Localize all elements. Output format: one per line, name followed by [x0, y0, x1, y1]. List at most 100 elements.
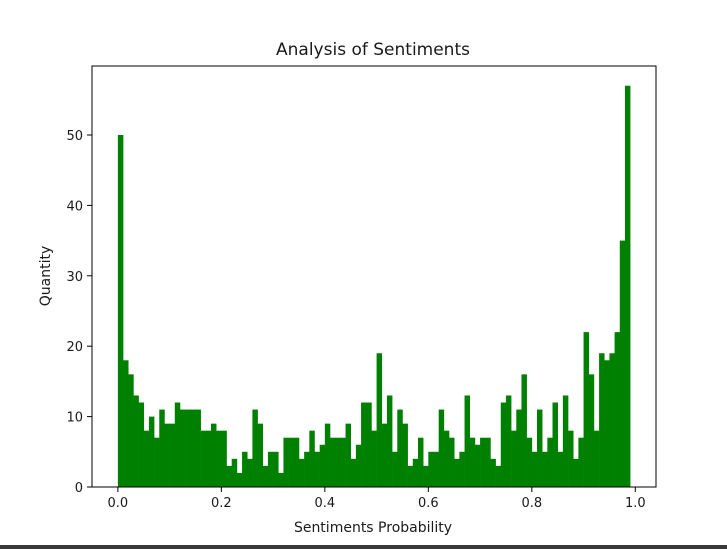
- histogram-bar: [298, 458, 305, 487]
- histogram-bar: [169, 423, 176, 487]
- histogram-bar: [412, 458, 419, 487]
- histogram-bar: [164, 423, 170, 487]
- histogram-bar: [371, 430, 377, 487]
- histogram-bar: [578, 437, 584, 487]
- x-tick-label: 0.8: [521, 496, 542, 511]
- histogram-bar: [273, 451, 279, 487]
- plot-frame: [91, 65, 657, 488]
- histogram-bar: [242, 451, 248, 487]
- histogram-bar: [304, 451, 310, 487]
- histogram-bar: [350, 458, 357, 487]
- histogram-bar: [128, 374, 134, 487]
- histogram-bar: [345, 423, 352, 487]
- x-tick-label: 0.2: [211, 496, 232, 511]
- histogram-bar: [562, 395, 569, 487]
- histogram-bar: [148, 416, 155, 487]
- histogram-bar: [330, 437, 336, 487]
- histogram-bar: [361, 402, 367, 487]
- histogram-bar: [521, 374, 527, 487]
- chart-title: Analysis of Sentiments: [276, 40, 470, 60]
- histogram-bar: [490, 458, 496, 487]
- histogram-bar: [205, 430, 212, 487]
- histogram-bar: [278, 472, 284, 487]
- histogram-bar: [190, 409, 196, 487]
- histogram-bar: [288, 437, 295, 487]
- histogram-bar: [588, 374, 595, 487]
- histogram-bar: [568, 430, 574, 487]
- histogram-bar: [200, 430, 207, 487]
- histogram-bar: [335, 437, 341, 487]
- histogram-bar: [309, 430, 315, 487]
- histogram-bar: [614, 332, 621, 487]
- histogram-bar: [319, 444, 326, 487]
- histogram-bar: [262, 465, 269, 487]
- histogram-bar: [516, 409, 522, 487]
- y-tick-label: 10: [66, 411, 83, 426]
- histogram-bar: [154, 437, 160, 487]
- histogram-bar: [599, 353, 605, 487]
- x-axis-label: Sentiments Probability: [294, 520, 452, 536]
- y-axis: 0 10 20 30 40 50: [66, 129, 92, 496]
- y-tick-label: 30: [66, 270, 83, 285]
- histogram-bar: [257, 423, 264, 487]
- histogram-bar: [505, 395, 512, 487]
- histogram-bar: [252, 409, 258, 487]
- histogram-bar: [355, 444, 362, 487]
- histogram-bar: [179, 409, 186, 487]
- y-tick-label: 40: [66, 199, 83, 214]
- histogram-bar: [526, 437, 533, 487]
- histogram-bar: [583, 332, 590, 487]
- histogram-bar: [159, 409, 165, 487]
- histogram-bar: [495, 465, 502, 487]
- histogram-bar: [123, 360, 129, 487]
- histogram-bar: [138, 402, 145, 487]
- histogram-bar: [459, 451, 465, 487]
- histogram-bar: [185, 409, 191, 487]
- histogram-bar: [423, 465, 429, 487]
- y-tick-label: 0: [75, 481, 83, 496]
- histogram-bar: [226, 465, 233, 487]
- window-bottom-border: [0, 545, 727, 549]
- y-axis-label: Quantity: [38, 246, 54, 307]
- histogram-bar: [366, 402, 372, 487]
- histogram-bar: [267, 451, 274, 487]
- y-tick-label: 50: [66, 129, 83, 144]
- histogram-bar: [619, 240, 626, 487]
- histogram-bar: [557, 451, 564, 487]
- histogram-bar: [609, 353, 615, 487]
- histogram-bar: [552, 402, 558, 487]
- histogram-bar: [283, 437, 289, 487]
- histogram-bar: [392, 451, 398, 487]
- histogram-bar: [531, 451, 538, 487]
- histogram-bar: [195, 409, 201, 487]
- histogram-bar: [438, 409, 445, 487]
- histogram-bar: [454, 458, 460, 487]
- histogram-bar: [547, 437, 553, 487]
- histogram-bar: [397, 409, 403, 487]
- histogram-bar: [376, 353, 383, 487]
- y-tick-label: 20: [66, 340, 83, 355]
- histogram-bar: [402, 423, 408, 487]
- histogram-bar: [381, 423, 388, 487]
- histogram-bar: [500, 402, 507, 487]
- histogram-bar: [133, 395, 139, 487]
- histogram-bar: [449, 437, 455, 487]
- histogram-bar: [485, 437, 491, 487]
- histogram-bar: [542, 451, 548, 487]
- histogram-bar: [624, 85, 631, 487]
- x-tick-label: 0.4: [315, 496, 336, 511]
- histogram-bar: [247, 458, 253, 487]
- histogram-bar: [174, 402, 181, 487]
- histogram-bar: [216, 430, 222, 487]
- histogram-bar: [211, 423, 217, 487]
- histogram-bar: [474, 444, 481, 487]
- histogram-bar: [536, 409, 543, 487]
- histogram-bar: [340, 437, 346, 487]
- histogram-bar: [464, 395, 471, 487]
- histogram-bar: [480, 437, 486, 487]
- histogram-bar: [593, 430, 600, 487]
- histogram-bar: [293, 437, 300, 487]
- histogram-bar: [386, 395, 393, 487]
- histogram-bar: [417, 437, 424, 487]
